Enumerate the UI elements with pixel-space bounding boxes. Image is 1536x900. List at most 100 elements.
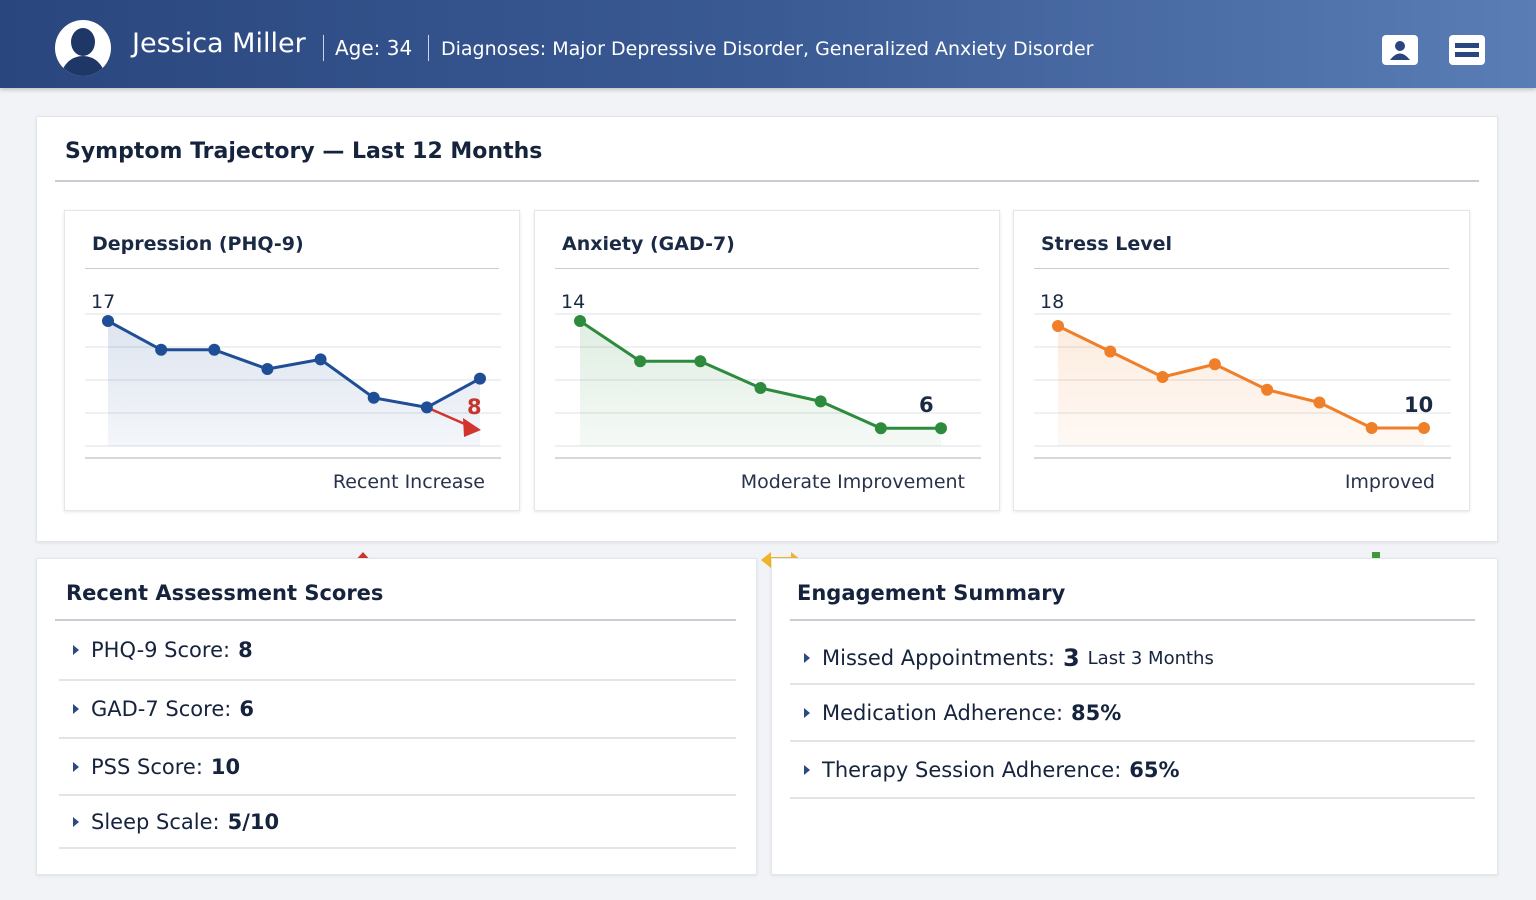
divider	[85, 268, 499, 269]
area-fill	[580, 321, 941, 446]
engagement-summary-card: Engagement Summary Missed Appointments: 3…	[771, 558, 1498, 875]
menu-icon	[1455, 43, 1479, 57]
assessment-scores-card: Recent Assessment Scores PHQ-9 Score: 8 GA…	[36, 558, 757, 875]
data-point	[935, 422, 947, 435]
bullet-icon	[73, 761, 79, 772]
section-title: Symptom Trajectory — Last 12 Months	[65, 139, 543, 164]
item-label: PHQ-9 Score:	[91, 638, 231, 662]
data-point	[574, 315, 586, 327]
section-title: Engagement Summary	[797, 581, 1066, 605]
divider	[428, 35, 429, 61]
bullet-icon	[804, 764, 810, 775]
divider	[790, 619, 1475, 621]
trend-arrow-line	[426, 406, 468, 427]
data-point	[754, 382, 767, 394]
area-fill	[108, 321, 480, 446]
data-point	[1261, 383, 1274, 396]
end-value-label: 10	[1404, 393, 1433, 417]
trend-arrowhead	[463, 418, 481, 437]
trend-label: Moderate Improvement	[740, 471, 965, 493]
trend-label: Improved	[1344, 471, 1435, 493]
item-value: 3	[1062, 644, 1080, 672]
item-value: 5/10	[227, 809, 280, 834]
engagement-item: Missed Appointments: 3 Last 3 Months	[790, 621, 1475, 685]
divider	[1034, 268, 1449, 269]
end-value-label: 6	[919, 393, 934, 417]
data-point	[694, 355, 707, 368]
item-label: Therapy Session Adherence:	[822, 757, 1122, 782]
data-point	[261, 363, 274, 375]
patient-name: Jessica Miller	[132, 28, 306, 59]
assessment-item: PHQ-9 Score: 8	[59, 621, 736, 681]
data-point	[874, 422, 887, 435]
assessment-item: PSS Score: 10	[59, 739, 736, 796]
data-point	[1365, 422, 1378, 434]
end-value-label: 8	[467, 395, 482, 419]
assessment-item: GAD-7 Score: 6	[59, 681, 736, 739]
patient-header: Jessica Miller Age: 34 Diagnoses: Major …	[0, 0, 1536, 88]
data-point	[1208, 358, 1221, 371]
trend-indicator: Moderate Improvement	[740, 471, 965, 568]
data-point	[367, 391, 380, 404]
data-point	[1156, 371, 1169, 383]
item-value: 8	[238, 638, 253, 662]
depression-chart-card: Depression (PHQ-9) 17 8 Recent Increase	[64, 210, 520, 570]
patient-diagnoses: Diagnoses: Major Depressive Disorder, Ge…	[441, 38, 1094, 60]
item-note: Last 3 Months	[1087, 647, 1214, 669]
series-line	[107, 319, 481, 409]
data-point	[208, 343, 221, 356]
divider	[55, 619, 736, 621]
engagement-item: Therapy Session Adherence: 65%	[790, 742, 1475, 799]
start-value-label: 17	[91, 291, 115, 313]
user-profile-button[interactable]	[1382, 35, 1418, 65]
data-point	[420, 401, 433, 414]
chart-title: Depression (PHQ-9)	[92, 233, 304, 255]
bullet-icon	[804, 707, 810, 718]
start-value-label: 18	[1040, 291, 1064, 313]
series-line	[1057, 324, 1424, 430]
data-point	[314, 353, 327, 366]
item-value: 85%	[1071, 700, 1122, 725]
anxiety-chart-card: Anxiety (GAD-7) 14 6 Moderate Improvement	[534, 210, 1000, 568]
divider	[55, 180, 1479, 182]
bullet-icon	[73, 645, 79, 655]
data-point	[155, 343, 168, 356]
chart-title: Stress Level	[1041, 233, 1173, 255]
item-label: PSS Score:	[91, 754, 203, 779]
chart-title: Anxiety (GAD-7)	[562, 233, 735, 255]
anxiety-line-chart: 14 6	[555, 291, 981, 459]
item-value: 10	[210, 754, 241, 779]
divider	[323, 35, 324, 61]
data-point	[634, 355, 647, 368]
data-point	[1313, 396, 1326, 409]
trend-label: Recent Increase	[332, 471, 485, 493]
bullet-icon	[73, 816, 79, 827]
engagement-item: Medication Adherence: 85%	[790, 685, 1475, 742]
patient-age: Age: 34	[335, 36, 413, 60]
user-profile-icon	[1390, 41, 1410, 60]
item-value: 6	[239, 697, 254, 721]
area-fill	[1058, 326, 1424, 446]
section-title: Recent Assessment Scores	[66, 581, 384, 605]
item-value: 65%	[1129, 757, 1180, 782]
menu-button[interactable]	[1449, 35, 1485, 65]
data-point	[102, 315, 114, 327]
trend-indicator: Recent Increase	[332, 471, 485, 570]
assessment-item: Sleep Scale: 5/10	[59, 796, 736, 849]
trend-indicator: Improved	[1344, 471, 1435, 574]
data-point	[1418, 422, 1430, 434]
depression-line-chart: 17 8	[85, 291, 501, 459]
item-label: Sleep Scale:	[91, 809, 220, 834]
divider	[555, 268, 979, 269]
start-value-label: 14	[561, 291, 585, 313]
data-point	[1104, 345, 1117, 358]
data-point	[1052, 320, 1064, 332]
bullet-icon	[73, 704, 79, 714]
avatar	[55, 20, 111, 76]
item-label: Medication Adherence:	[822, 700, 1064, 725]
data-point	[474, 372, 486, 385]
stress-chart-card: Stress Level 18 10 Improved	[1013, 210, 1470, 574]
item-label: Missed Appointments:	[822, 646, 1055, 670]
item-label: GAD-7 Score:	[91, 697, 232, 721]
